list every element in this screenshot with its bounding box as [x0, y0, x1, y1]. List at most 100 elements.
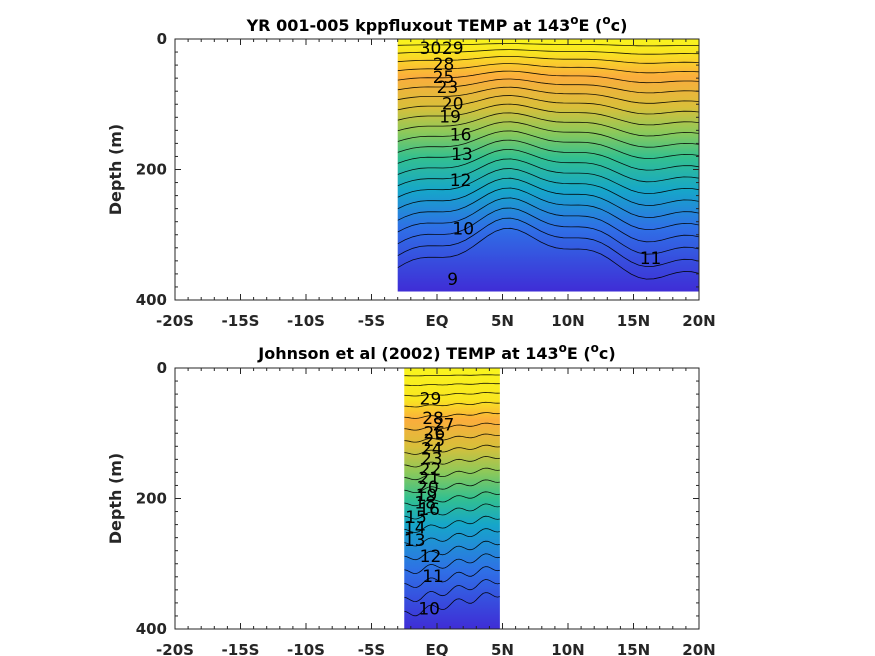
y-tick-label: 400 — [136, 291, 167, 309]
contour-line — [404, 401, 500, 408]
x-tick-label: 10N — [551, 312, 584, 330]
contour-label: 12 — [450, 171, 472, 191]
contour-line — [397, 70, 699, 84]
y-tick-label: 0 — [157, 359, 167, 377]
contour-line — [404, 422, 500, 431]
x-tick-label: -15S — [222, 641, 260, 656]
contour-label: 16 — [418, 500, 440, 520]
y-tick-label: 0 — [157, 30, 167, 48]
contour-line — [397, 227, 699, 280]
x-tick-label: 10N — [551, 641, 584, 656]
y-axis-label: Depth (m) — [106, 453, 125, 545]
x-tick-label: -5S — [358, 641, 385, 656]
contour-line — [397, 78, 699, 94]
x-tick-label: -15S — [222, 312, 260, 330]
contour-label: 14 — [404, 519, 426, 539]
x-tick-label: -10S — [287, 312, 325, 330]
contour-line — [397, 95, 699, 115]
contour-label: 30 — [420, 39, 442, 59]
y-tick-label: 200 — [136, 161, 167, 179]
contour-label: 18 — [414, 494, 436, 514]
contour-line — [397, 207, 699, 255]
contour-line — [397, 43, 699, 47]
contour-label: 19 — [439, 107, 461, 127]
contour-line — [397, 158, 699, 195]
contour-label: 23 — [437, 78, 459, 98]
contour-line — [397, 103, 699, 126]
contour-lines — [404, 374, 500, 617]
x-tick-label: -10S — [287, 641, 325, 656]
contour-line — [404, 566, 500, 588]
contour-label: 28 — [433, 55, 455, 75]
contour-label: 23 — [421, 449, 443, 469]
contour-line — [397, 217, 699, 268]
contour-line — [397, 130, 699, 160]
contour-label: 26 — [424, 423, 446, 443]
contour-line — [397, 139, 699, 171]
contour-line — [404, 553, 500, 574]
contour-label: 29 — [442, 39, 464, 59]
contour-label: 27 — [433, 415, 455, 435]
x-tick-label: -20S — [156, 312, 194, 330]
contour-label: 10 — [452, 220, 474, 240]
contour-label: 9 — [447, 270, 458, 290]
temperature-field — [397, 39, 699, 292]
contour-line — [397, 86, 699, 104]
contour-line — [397, 121, 699, 148]
x-tick-label: EQ — [426, 312, 449, 330]
x-tick-label: -5S — [358, 312, 385, 330]
x-tick-label: 20N — [682, 641, 715, 656]
x-tick-label: 15N — [617, 641, 650, 656]
contour-label: 28 — [422, 409, 444, 429]
contour-line — [404, 592, 500, 617]
contour-label: 24 — [421, 440, 443, 460]
x-tick-label: 15N — [617, 312, 650, 330]
contour-line — [404, 374, 500, 377]
contour-label: 12 — [420, 547, 442, 567]
contour-label: 16 — [450, 126, 472, 146]
contour-line — [404, 503, 500, 520]
chart-title: YR 001-005 kppfluxout TEMP at 143oE (oc) — [246, 13, 628, 35]
contour-line — [404, 444, 500, 455]
contour-label: 25 — [424, 431, 446, 451]
contour-label: 15 — [405, 508, 427, 528]
contour-label: 22 — [420, 460, 442, 480]
y-axis-label: Depth (m) — [106, 124, 125, 216]
contour-line — [404, 456, 500, 468]
contour-label: 11 — [422, 567, 444, 587]
y-tick-label: 400 — [136, 620, 167, 638]
contour-line — [397, 63, 699, 74]
contour-line — [397, 112, 699, 137]
contour-line — [397, 49, 699, 55]
contour-line — [397, 187, 699, 231]
contour-label: 13 — [404, 531, 426, 551]
contour-line — [404, 392, 500, 397]
contour-label: 13 — [451, 145, 473, 165]
contour-line — [404, 479, 500, 493]
contour-lines — [397, 43, 699, 280]
chart-title: Johnson et al (2002) TEMP at 143oE (oc) — [257, 341, 615, 363]
contour-line — [404, 382, 500, 386]
contour-line — [404, 412, 500, 419]
contour-line — [404, 540, 500, 561]
contour-line — [397, 197, 699, 243]
contour-line — [404, 528, 500, 547]
contour-label: 21 — [418, 469, 440, 489]
contour-label: 19 — [416, 486, 438, 506]
contour-line — [397, 56, 699, 64]
contour-label: 29 — [420, 389, 442, 409]
x-tick-label: 5N — [491, 641, 514, 656]
contour-line — [404, 515, 500, 533]
y-tick-label: 200 — [136, 490, 167, 508]
contour-label: 20 — [442, 94, 464, 114]
contour-line — [404, 579, 500, 603]
contour-line — [397, 168, 699, 206]
contour-line — [404, 467, 500, 481]
contour-line — [397, 148, 699, 183]
contour-line — [404, 491, 500, 507]
x-tick-label: 20N — [682, 312, 715, 330]
contour-line — [397, 177, 699, 218]
contour-label: 11 — [640, 249, 662, 269]
